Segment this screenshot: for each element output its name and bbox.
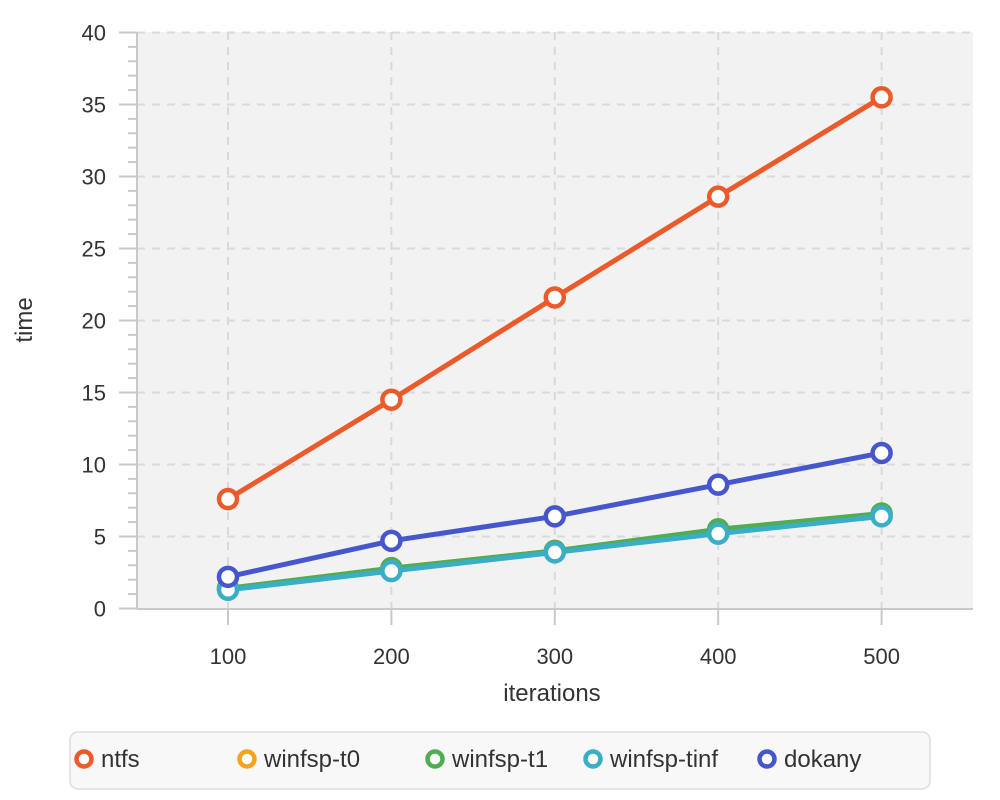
x-axis-title: iterations: [503, 680, 600, 707]
marker-winfsp-tinf-500: [870, 505, 893, 528]
x-tick-label-100: 100: [210, 644, 247, 669]
y-tick-label-15: 15: [82, 381, 106, 406]
legend-ring-dokany: [757, 749, 777, 769]
marker-dokany-500: [870, 441, 893, 465]
axes-group: 0 5 10 15 20 25 30 35 40 100 200 300 400 500: [82, 21, 973, 669]
legend-ring-ntfs: [74, 749, 94, 769]
marker-ntfs-500: [870, 86, 893, 109]
y-tick-label-40: 40: [82, 21, 106, 46]
y-tick-label-20: 20: [82, 309, 106, 334]
legend-box: [69, 731, 931, 790]
legend-ring-winfsp-tinf: [583, 749, 603, 769]
marker-dokany-400: [706, 473, 730, 496]
legend-ring-winfsp-t1: [425, 749, 445, 769]
legend-label-winfsp-t0: winfsp-t0: [263, 746, 360, 773]
legend-label-winfsp-t1: winfsp-t1: [451, 746, 548, 773]
y-tick-label-5: 5: [94, 525, 106, 550]
legend-label-winfsp-tinf: winfsp-tinf: [609, 746, 718, 773]
marker-dokany-200: [380, 529, 403, 553]
legend-label-ntfs: ntfs: [101, 746, 140, 773]
x-tick-label-200: 200: [373, 644, 410, 669]
y-tick-label-30: 30: [82, 165, 106, 190]
marker-winfsp-tinf-200: [380, 559, 403, 583]
x-tick-label-500: 500: [863, 644, 900, 669]
series-group: [216, 86, 893, 602]
marker-ntfs-100: [216, 487, 240, 511]
y-tick-label-10: 10: [82, 453, 106, 478]
x-tick-label-400: 400: [700, 644, 737, 669]
marker-ntfs-400: [706, 185, 730, 208]
marker-ntfs-200: [380, 388, 403, 411]
marker-winfsp-tinf-300: [543, 541, 567, 564]
marker-dokany-100: [216, 565, 240, 589]
y-tick-label-35: 35: [82, 93, 106, 118]
legend-label-dokany: dokany: [784, 746, 861, 773]
marker-dokany-300: [543, 505, 567, 528]
y-tick-label-0: 0: [94, 597, 106, 622]
x-tick-label-300: 300: [536, 644, 573, 669]
legend-group: ntfs winfsp-t0 winfsp-t1 winfsp-tinf dokany: [69, 731, 931, 790]
marker-winfsp-tinf-400: [706, 522, 730, 545]
y-axis-title: time: [11, 297, 38, 342]
marker-ntfs-300: [543, 286, 567, 309]
legend-ring-winfsp-t0: [237, 749, 257, 769]
y-tick-label-25: 25: [82, 237, 106, 262]
